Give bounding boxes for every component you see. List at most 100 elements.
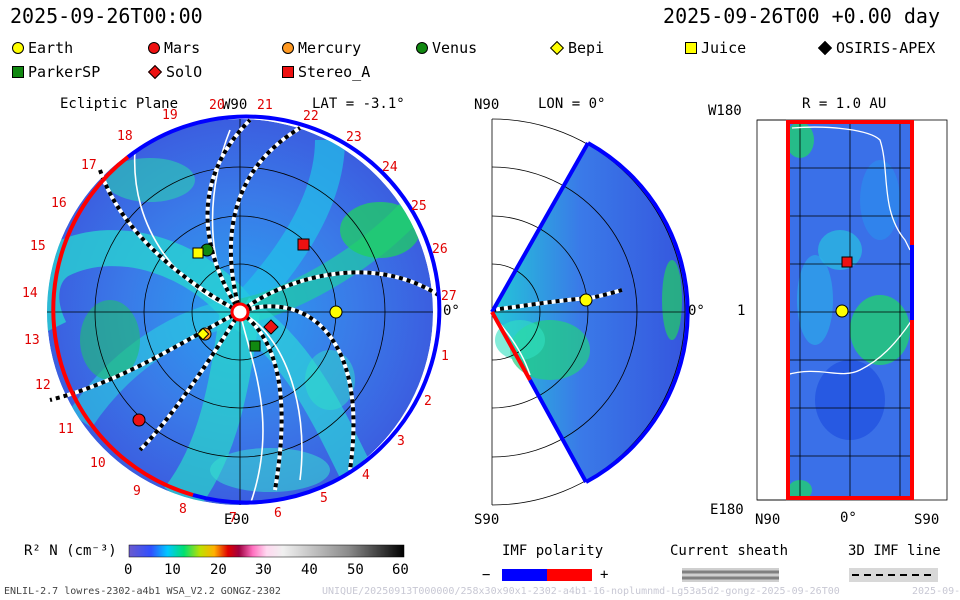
colorbar-tick: 60 <box>392 562 409 578</box>
ecliptic-parkersp-marker <box>249 340 261 352</box>
colorbar-title: R² N (cm⁻³) <box>24 543 117 559</box>
ecliptic-title: Ecliptic Plane <box>60 96 179 112</box>
ecliptic-lat-label: LAT = -3.1° <box>312 96 405 112</box>
meridional-title: LON = 0° <box>538 96 606 112</box>
tick-3: 3 <box>397 434 405 449</box>
mercury-marker-icon <box>282 42 294 54</box>
legend-earth: Earth <box>12 39 73 57</box>
rmap-title: R = 1.0 AU <box>802 96 887 112</box>
current-sheath-title: Current sheath <box>670 543 789 559</box>
tick-22: 22 <box>303 109 319 124</box>
rmap-chart <box>756 119 948 501</box>
imf-polarity-title: IMF polarity <box>502 543 604 559</box>
colorbar-tick: 20 <box>210 562 227 578</box>
tick-14: 14 <box>22 286 38 301</box>
tick-11: 11 <box>58 422 74 437</box>
rmap-x-label-s90: S90 <box>914 512 940 528</box>
rmap-bottom-left-label: E180 <box>710 502 744 518</box>
tick-16: 16 <box>51 196 67 211</box>
sun-icon <box>230 302 250 322</box>
ecliptic-positive-polarity-arc <box>126 114 442 505</box>
colorbar-tick: 40 <box>301 562 318 578</box>
legend-solo: SolO <box>147 63 202 81</box>
footer-right-info: 2025-09-26 <box>912 586 960 597</box>
legend-mercury: Mercury <box>282 39 361 57</box>
ecliptic-mars-marker <box>132 413 146 427</box>
tick-2: 2 <box>424 394 432 409</box>
ecliptic-stereo-a-marker <box>297 238 310 251</box>
colorbar-tick: 50 <box>347 562 364 578</box>
tick-12: 12 <box>35 378 51 393</box>
tick-8: 8 <box>179 502 187 517</box>
ecliptic-earth-marker <box>329 305 343 319</box>
ecliptic-bepi-marker <box>196 327 210 341</box>
meridional-bottom-label: S90 <box>474 512 500 528</box>
ecliptic-negative-polarity-arc <box>51 155 194 497</box>
meridional-top-label: N90 <box>474 97 500 113</box>
tick-5: 5 <box>320 491 328 506</box>
colorbar-tick: 10 <box>164 562 181 578</box>
tick-15: 15 <box>30 239 46 254</box>
imf-polarity-positive-bar <box>547 569 592 581</box>
current-sheath-sample <box>682 568 779 582</box>
imf-polarity-plus: + <box>600 567 609 583</box>
legend-bepi: Bepi <box>549 39 604 57</box>
tick-25: 25 <box>411 199 427 214</box>
rmap-x-label-n90: N90 <box>755 512 781 528</box>
ecliptic-bottom-label: E90 <box>224 512 250 528</box>
tick-7: 7 <box>229 511 237 526</box>
stereo-a-marker-icon <box>282 66 294 78</box>
rmap-top-left-label: W180 <box>708 103 742 119</box>
tick-27: 27 <box>441 289 457 304</box>
rmap-mid-left-label: 1 <box>737 303 746 319</box>
meridional-earth-marker <box>579 293 593 307</box>
imf-polarity-minus: − <box>482 567 491 583</box>
rmap-stereo-a-marker <box>841 256 853 268</box>
ecliptic-juice-marker <box>192 247 204 259</box>
ecliptic-top-label: W90 <box>222 97 248 113</box>
parkersp-marker-icon <box>12 66 24 78</box>
right-timestamp: 2025-09-26T00 +0.00 day <box>663 4 940 28</box>
legend-juice: Juice <box>685 39 746 57</box>
legend-osiris-apex: OSIRIS-APEX <box>817 39 935 57</box>
tick-21: 21 <box>257 98 273 113</box>
legend-parkersp: ParkerSP <box>12 63 100 81</box>
tick-19: 19 <box>162 108 178 123</box>
tick-17: 17 <box>81 158 97 173</box>
footer-run-info: UNIQUE/20250913T000000/258x30x90x1-2302-… <box>322 586 840 597</box>
ecliptic-solo-marker <box>263 319 279 335</box>
rmap-earth-marker <box>835 304 849 318</box>
legend-stereo-a: Stereo_A <box>282 63 370 81</box>
earth-marker-icon <box>12 42 24 54</box>
imf-line-title: 3D IMF line <box>848 543 941 559</box>
ecliptic-right-label: 0° <box>443 303 460 319</box>
mars-marker-icon <box>148 42 160 54</box>
imf-polarity-negative-bar <box>502 569 547 581</box>
tick-20: 20 <box>209 98 225 113</box>
juice-marker-icon <box>685 42 697 54</box>
ecliptic-imf-lines <box>49 118 442 491</box>
colorbar-tick: 0 <box>124 562 133 578</box>
meridional-right-label: 0° <box>688 303 705 319</box>
tick-9: 9 <box>133 484 141 499</box>
tick-13: 13 <box>24 333 40 348</box>
left-timestamp: 2025-09-26T00:00 <box>10 4 203 28</box>
colorbar-tick: 30 <box>255 562 272 578</box>
legend-venus: Venus <box>416 39 477 57</box>
rmap-x-label-0: 0° <box>840 510 857 526</box>
colorbar-gradient <box>128 544 405 558</box>
meridional-chart <box>490 118 690 506</box>
tick-26: 26 <box>432 242 448 257</box>
tick-4: 4 <box>362 468 370 483</box>
imf-line-sample <box>849 568 938 582</box>
footer-model-info: ENLIL-2.7 lowres-2302-a4b1 WSA_V2.2 GONG… <box>4 586 281 597</box>
tick-23: 23 <box>346 130 362 145</box>
legend-mars: Mars <box>148 39 200 57</box>
tick-10: 10 <box>90 456 106 471</box>
venus-marker-icon <box>416 42 428 54</box>
tick-18: 18 <box>117 129 133 144</box>
tick-24: 24 <box>382 160 398 175</box>
tick-6: 6 <box>274 506 282 521</box>
tick-1: 1 <box>441 349 449 364</box>
